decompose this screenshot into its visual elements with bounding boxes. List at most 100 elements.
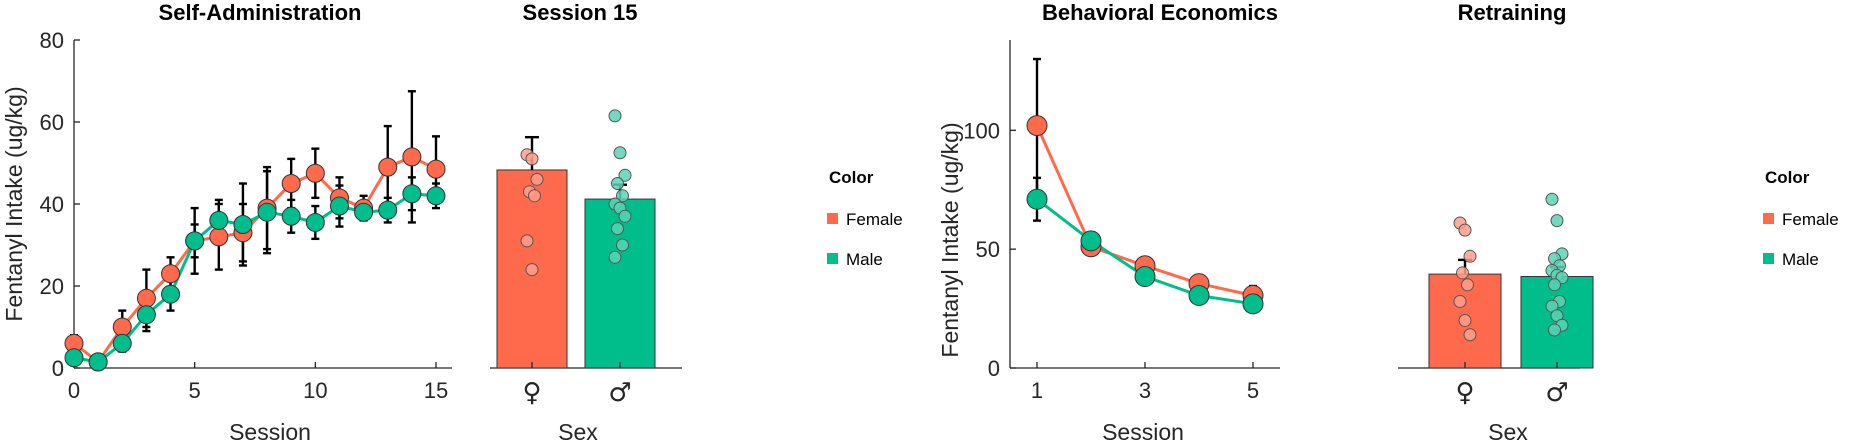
y-axis-label: Fentanyl Intake (ug/kg) (1, 86, 27, 321)
series-line-female (73, 155, 437, 365)
y-ticks: 0 20 40 60 80 (40, 28, 80, 381)
legend-label-female: Female (846, 210, 903, 229)
data-point-female (402, 147, 422, 167)
x-tick-label: 5 (1247, 378, 1259, 403)
data-point-male (1134, 265, 1156, 287)
data-point-male (1026, 188, 1048, 210)
y-tick-label: 20 (40, 274, 64, 299)
data-point-female (161, 264, 181, 284)
x-tick-label: 1 (1031, 378, 1043, 403)
data-point-male (402, 184, 422, 204)
individual-point (608, 109, 622, 123)
bars (496, 169, 656, 369)
data-point-male (136, 305, 156, 325)
legend-label-female: Female (1782, 210, 1839, 229)
individual-points (520, 109, 632, 277)
data-point-male (305, 212, 325, 232)
data-point-female (426, 159, 446, 179)
individual-point (1463, 249, 1477, 263)
legend-swatch-male (827, 253, 838, 264)
x-tick-label: 10 (303, 378, 327, 403)
y-ticks: 0 50 100 (963, 118, 1016, 381)
data-point-male (161, 284, 181, 304)
y-tick-label: 0 (52, 356, 64, 381)
data-point-female (305, 163, 325, 183)
data-points (1026, 115, 1264, 315)
data-point-male (257, 202, 277, 222)
data-point-male (354, 202, 374, 222)
x-tick-label: 15 (424, 378, 448, 403)
category-label-male-symbol: ♂ (608, 378, 631, 408)
bars (1428, 273, 1594, 369)
data-point-male (329, 196, 349, 216)
x-ticks: 0 5 10 15 (68, 362, 448, 403)
data-point-female (1026, 115, 1048, 137)
y-axis-label: Fentanyl Intake (ug/kg) (937, 122, 963, 357)
x-axis-label: Session (229, 419, 311, 444)
x-tick-label: 0 (68, 378, 80, 403)
category-label-male-symbol: ♂ (1545, 378, 1568, 408)
data-point-male (209, 210, 229, 230)
data-point-male (185, 231, 205, 251)
x-axis-label: Sex (1488, 419, 1528, 444)
individual-point (1463, 328, 1477, 342)
panel-retraining: Retraining ♀ ♂ Sex (1398, 0, 1594, 444)
data-point-female (209, 227, 229, 247)
data-point-male (112, 333, 132, 353)
individual-point (525, 152, 539, 166)
data-point-male (1080, 230, 1102, 252)
y-tick-label: 80 (40, 28, 64, 53)
data-point-male (233, 215, 253, 234)
y-tick-label: 50 (976, 237, 1000, 262)
y-tick-label: 100 (963, 118, 1000, 143)
x-ticks: ♀ ♂ (1455, 362, 1569, 408)
y-tick-label: 40 (40, 192, 64, 217)
individual-point (1458, 223, 1472, 237)
legend: Color Female Male (827, 168, 903, 269)
individual-point (525, 263, 539, 277)
individual-point (1458, 313, 1472, 327)
individual-point (613, 146, 627, 160)
individual-point (618, 209, 632, 223)
legend: Color Female Male (1763, 168, 1839, 269)
legend-swatch-female (827, 213, 838, 224)
legend-swatch-male (1763, 253, 1774, 264)
data-point-male (281, 206, 301, 226)
individual-point (1453, 294, 1467, 308)
data-point-female (112, 317, 132, 337)
data-point-male (378, 200, 398, 220)
legend-title: Color (1765, 168, 1810, 187)
data-point-male (1242, 293, 1264, 315)
x-tick-label: 5 (189, 378, 201, 403)
y-tick-label: 0 (988, 356, 1000, 381)
x-tick-label: 3 (1139, 378, 1151, 403)
individual-point (616, 238, 629, 252)
chart-title: Session 15 (523, 0, 638, 25)
individual-point (528, 189, 541, 203)
individual-point (608, 250, 622, 264)
category-label-female-symbol: ♀ (522, 378, 541, 408)
data-points (64, 147, 446, 372)
series-line-male (73, 192, 437, 364)
chart-title: Self-Administration (159, 0, 362, 25)
individual-point (618, 168, 632, 182)
individual-point (1548, 323, 1561, 337)
x-axis-label: Session (1102, 419, 1184, 444)
individual-point (1548, 278, 1561, 292)
data-point-female (136, 288, 156, 308)
individual-point (520, 234, 534, 248)
chart-title: Retraining (1458, 0, 1567, 25)
data-point-male (426, 186, 446, 206)
x-ticks: 1 3 5 (1031, 362, 1259, 403)
data-point-male (64, 348, 84, 368)
data-point-male (1188, 285, 1210, 307)
individual-point (1545, 192, 1559, 206)
x-axis-label: Sex (558, 419, 598, 444)
individual-point (530, 172, 544, 186)
legend-label-male: Male (1782, 250, 1819, 269)
legend-swatch-female (1763, 213, 1774, 224)
chart-title: Behavioral Economics (1042, 0, 1278, 25)
legend-title: Color (829, 168, 874, 187)
